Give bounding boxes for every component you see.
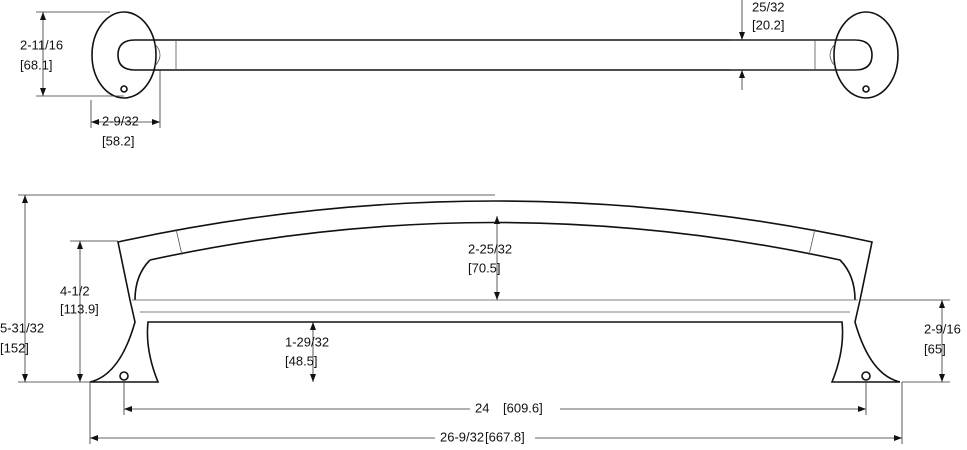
dim-label: 5-31/32 xyxy=(0,320,44,335)
dim-metric: [48.5] xyxy=(285,353,318,368)
top-view xyxy=(36,0,899,128)
dim-label: 2-11/16 xyxy=(20,37,63,52)
dim-metric: [58.2] xyxy=(102,133,135,148)
dim-label: 25/32 xyxy=(752,0,785,14)
dim-metric: [152] xyxy=(0,340,29,355)
side-view xyxy=(18,194,950,444)
dim-metric: [70.5] xyxy=(468,260,501,275)
dim-metric: [65] xyxy=(924,341,946,356)
dim-label: 1-29/32 xyxy=(285,334,329,349)
dim-label: 2-9/32 xyxy=(102,113,139,128)
dim-metric: [20.2] xyxy=(752,17,785,32)
dim-label: 2-9/16 xyxy=(924,321,961,336)
dim-metric: [609.6] xyxy=(503,400,543,415)
dim-label: 4-1/2 xyxy=(60,283,90,298)
dim-metric: [68.1] xyxy=(20,57,53,72)
dim-label: 2-25/32 xyxy=(468,241,512,256)
dim-label: 26-9/32 xyxy=(440,429,484,444)
dim-metric: [113.9] xyxy=(60,301,99,316)
dim-label: 24 xyxy=(475,400,489,415)
dim-metric: [667.8] xyxy=(485,429,525,444)
